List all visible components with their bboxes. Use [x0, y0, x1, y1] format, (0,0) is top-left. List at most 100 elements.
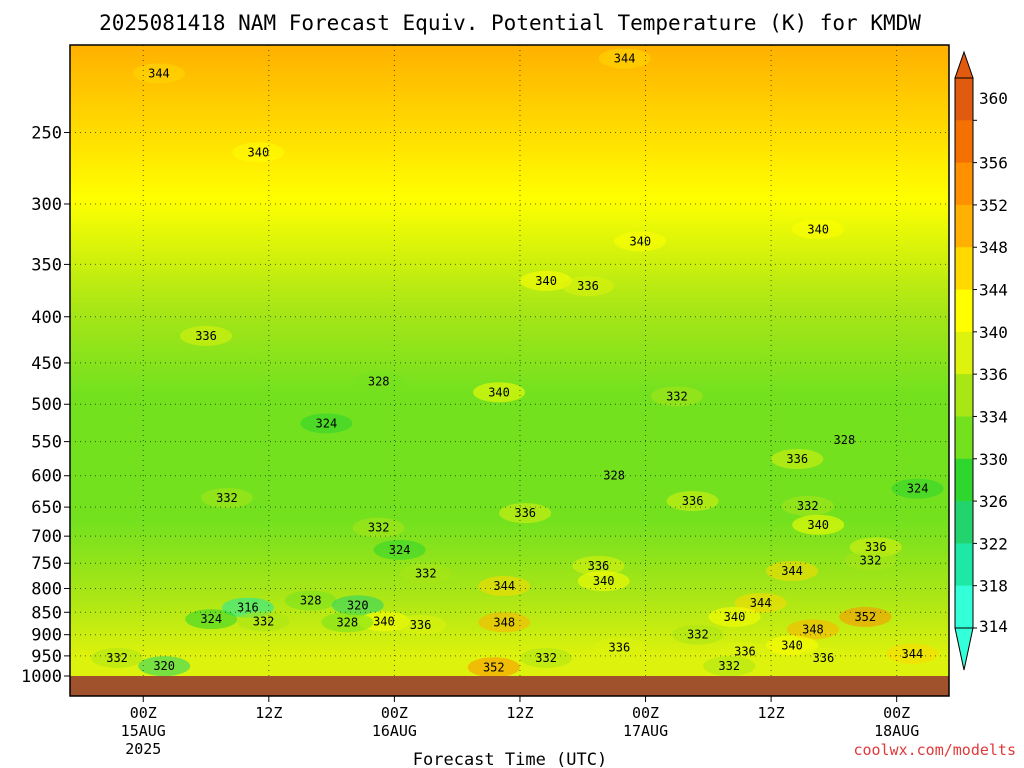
contour-label: 332 — [860, 554, 882, 568]
colorbar-label: 334 — [979, 407, 1008, 426]
theta-e-patch — [593, 637, 646, 658]
contour-label: 336 — [410, 618, 432, 632]
contour-label: 320 — [347, 598, 369, 612]
contour-label: 336 — [865, 540, 887, 554]
theta-e-patch — [781, 495, 834, 516]
contour-label: 340 — [781, 638, 803, 652]
theta-e-patch — [284, 590, 337, 611]
contour-label: 332 — [106, 651, 128, 665]
y-tick-label: 550 — [31, 433, 62, 453]
theta-e-patch — [185, 609, 238, 630]
theta-e-patch — [467, 657, 520, 678]
colorbar-label: 356 — [979, 154, 1008, 173]
theta-e-patch — [886, 643, 939, 664]
contour-label: 340 — [629, 234, 651, 248]
theta-e-patch — [352, 517, 405, 538]
colorbar-label: 326 — [979, 492, 1008, 511]
x-tick-label: 00Z — [130, 704, 157, 722]
colorbar-label: 360 — [979, 89, 1008, 108]
theta-e-patch — [792, 514, 845, 535]
contour-label: 336 — [588, 559, 610, 573]
theta-e-patch — [818, 430, 871, 451]
theta-e-patch — [797, 647, 850, 668]
theta-e-patch — [792, 219, 845, 240]
contour-label: 340 — [248, 145, 270, 159]
contour-label: 328 — [368, 375, 390, 389]
colorbar-segment — [955, 374, 973, 417]
y-tick-label: 250 — [31, 123, 62, 143]
x-tick-label: 00Z — [632, 704, 659, 722]
contour-label: 332 — [687, 628, 709, 642]
x-tick-date: 15AUG — [121, 722, 166, 740]
theta-e-patch — [771, 449, 824, 470]
colorbar-arrow-bottom — [954, 627, 974, 671]
contour-label: 340 — [724, 610, 746, 624]
contour-label: 332 — [253, 614, 275, 628]
contour-label: 336 — [813, 651, 835, 665]
x-tick-year: 2025 — [125, 740, 161, 758]
colorbar-segment — [955, 458, 973, 502]
colorbar-label: 348 — [979, 238, 1008, 257]
theta-e-patch — [588, 465, 641, 486]
contour-label: 332 — [666, 389, 688, 403]
contour-label: 340 — [593, 574, 615, 588]
colorbar: 314 318 322 326 330 334 336 340 344 348 352 356 360 — [954, 50, 1008, 671]
y-tick-label: 500 — [31, 395, 62, 415]
colorbar-segment — [955, 331, 973, 375]
colorbar-label: 340 — [979, 323, 1008, 342]
contour-label: 336 — [734, 645, 756, 659]
contour-label: 340 — [373, 614, 395, 628]
y-tick-label: 600 — [31, 467, 62, 487]
theta-e-patch — [598, 48, 651, 69]
colorbar-label: 330 — [979, 450, 1008, 469]
colorbar-segment — [955, 543, 973, 587]
x-tick-date: 16AUG — [372, 722, 417, 740]
y-tick-label: 450 — [31, 354, 62, 374]
colorbar-label: 352 — [979, 196, 1008, 215]
theta-e-patch — [478, 576, 531, 597]
contour-label: 344 — [148, 66, 170, 80]
theta-e-patch — [766, 635, 819, 656]
theta-e-patch — [91, 647, 144, 668]
theta-e-patch — [399, 563, 452, 584]
contour-label: 340 — [807, 222, 829, 236]
chart-title: 2025081418 NAM Forecast Equiv. Potential… — [99, 11, 921, 35]
x-tick-label: 12Z — [758, 704, 785, 722]
contour-label: 332 — [718, 659, 740, 673]
colorbar-label: 336 — [979, 365, 1008, 384]
theta-e-patch — [478, 612, 531, 633]
ground-band — [70, 676, 949, 696]
theta-e-patch — [232, 142, 285, 163]
colorbar-label: 318 — [979, 577, 1008, 596]
y-tick-label: 900 — [31, 626, 62, 646]
theta-e-patch — [300, 413, 353, 434]
theta-e-patch — [650, 386, 703, 407]
colorbar-segment — [955, 204, 973, 248]
contour-label: 336 — [514, 506, 536, 520]
y-tick-label: 950 — [31, 647, 62, 667]
theta-e-patch — [766, 560, 819, 581]
colorbar-label: 344 — [979, 281, 1008, 300]
theta-e-patch — [352, 371, 405, 392]
theta-e-patch — [708, 606, 761, 627]
theta-e-patch — [891, 478, 944, 499]
contour-label: 332 — [415, 567, 437, 581]
contour-label: 332 — [535, 651, 557, 665]
theta-e-patch — [138, 656, 191, 677]
colorbar-segment — [955, 585, 973, 629]
y-tick-label: 800 — [31, 580, 62, 600]
theta-e-patch — [237, 611, 290, 632]
contour-label: 340 — [807, 518, 829, 532]
contour-label: 328 — [603, 469, 625, 483]
theta-e-patch — [331, 595, 384, 616]
theta-e-patch — [577, 571, 630, 592]
y-tick-label: 1000 — [21, 667, 62, 687]
x-tick-label: 00Z — [381, 704, 408, 722]
contour-label: 328 — [300, 594, 322, 608]
contour-label: 324 — [389, 543, 411, 557]
y-tick-label: 300 — [31, 195, 62, 215]
contour-label: 340 — [488, 385, 510, 399]
contour-label: 344 — [614, 51, 636, 65]
